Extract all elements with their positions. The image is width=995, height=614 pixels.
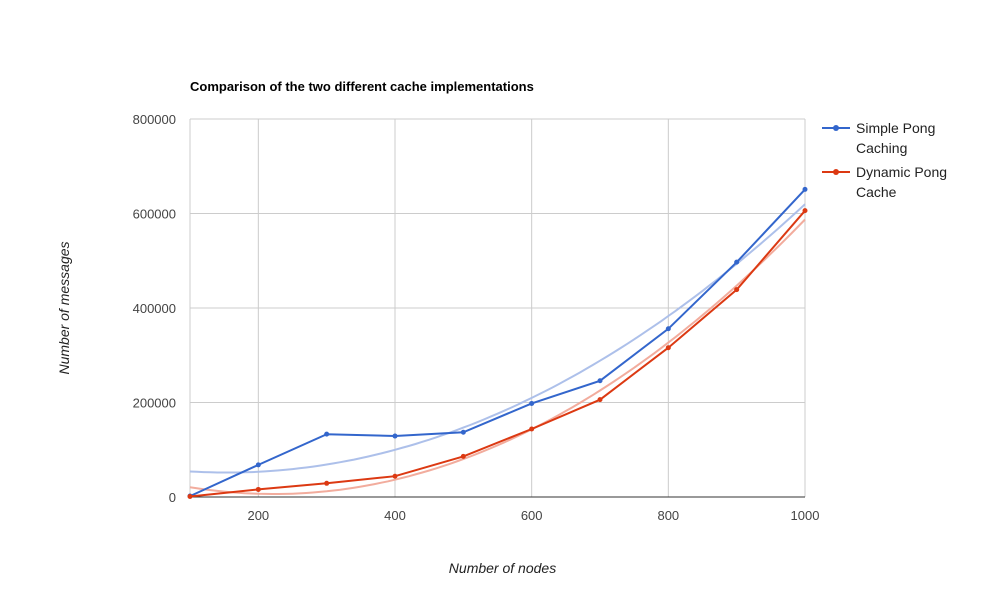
y-tick-label: 400000 [133, 301, 176, 316]
series-line-1 [189, 210, 806, 498]
data-point-series-0 [529, 400, 535, 406]
x-tick-label: 200 [247, 508, 269, 523]
y-tick-label: 0 [169, 490, 176, 505]
x-tick-label: 800 [657, 508, 679, 523]
data-point-series-0 [460, 429, 466, 435]
data-point-series-1 [392, 473, 398, 479]
trendline-series-1 [189, 218, 806, 495]
data-point-series-1 [255, 486, 261, 492]
y-axis-title: Number of messages [56, 241, 72, 374]
data-point-series-1 [734, 287, 740, 293]
data-point-series-1 [529, 426, 535, 432]
legend: Simple Pong Caching Dynamic Pong Cache [822, 118, 992, 206]
data-point-series-0 [665, 326, 671, 332]
trendline-series-0 [189, 203, 806, 474]
data-point-series-1 [802, 208, 808, 214]
x-tick-label: 1000 [791, 508, 820, 523]
data-point-series-1 [187, 494, 193, 500]
legend-label-dynamic-line1: Dynamic Pong [856, 164, 948, 180]
legend-item-dynamic-pong-cache[interactable]: Dynamic Pong Cache [822, 162, 961, 202]
legend-label-dynamic-line2: Cache [856, 184, 897, 200]
x-tick-label: 600 [521, 508, 543, 523]
data-point-series-1 [597, 397, 603, 403]
legend-label-simple-line2: Caching [856, 140, 908, 156]
data-point-series-1 [324, 480, 330, 486]
legend-swatch-dynamic [822, 169, 850, 175]
data-point-series-1 [665, 345, 671, 351]
data-point-series-0 [392, 433, 398, 439]
x-axis-title: Number of nodes [449, 560, 556, 576]
data-point-series-0 [734, 259, 740, 265]
chart-title: Comparison of the two different cache im… [190, 79, 534, 94]
legend-item-simple-pong-caching[interactable]: Simple Pong Caching [822, 118, 961, 158]
x-tick-label: 400 [384, 508, 406, 523]
legend-label-simple-line1: Simple Pong [856, 120, 936, 136]
data-point-series-0 [802, 186, 808, 192]
data-point-series-1 [460, 453, 466, 459]
data-point-series-0 [597, 378, 603, 384]
data-point-series-0 [255, 462, 261, 468]
y-tick-label: 200000 [133, 396, 176, 411]
y-tick-label: 600000 [133, 207, 176, 222]
legend-swatch-simple [822, 125, 850, 131]
series-line-0 [189, 188, 806, 498]
data-point-series-0 [324, 431, 330, 437]
y-tick-label: 800000 [133, 112, 176, 127]
